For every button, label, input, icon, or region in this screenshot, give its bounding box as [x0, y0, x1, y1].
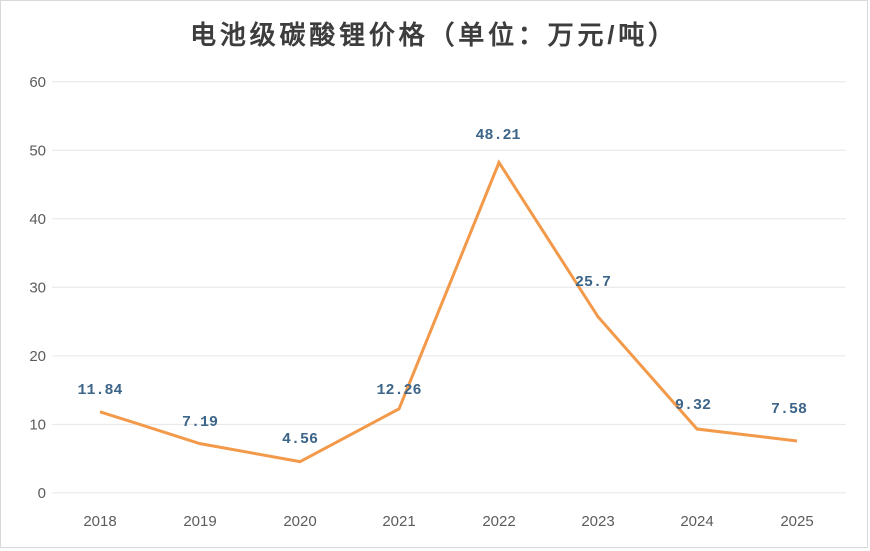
- svg-text:50: 50: [29, 143, 46, 160]
- svg-text:4.56: 4.56: [282, 431, 318, 448]
- svg-text:48.21: 48.21: [475, 127, 520, 144]
- svg-text:25.7: 25.7: [575, 274, 611, 291]
- svg-text:0: 0: [38, 485, 46, 502]
- svg-text:2023: 2023: [581, 513, 614, 530]
- svg-text:2020: 2020: [283, 513, 316, 530]
- svg-text:12.26: 12.26: [376, 382, 421, 399]
- svg-text:9.32: 9.32: [675, 397, 711, 414]
- svg-text:2021: 2021: [382, 513, 415, 530]
- svg-text:2022: 2022: [482, 513, 515, 530]
- svg-text:7.58: 7.58: [771, 401, 807, 418]
- svg-text:2025: 2025: [780, 513, 813, 530]
- svg-text:10: 10: [29, 417, 46, 434]
- svg-text:60: 60: [29, 74, 46, 91]
- svg-text:2019: 2019: [183, 513, 216, 530]
- svg-text:30: 30: [29, 280, 46, 297]
- svg-text:11.84: 11.84: [77, 382, 122, 399]
- svg-text:2018: 2018: [83, 513, 116, 530]
- svg-text:7.19: 7.19: [182, 414, 218, 431]
- svg-text:2024: 2024: [680, 513, 713, 530]
- svg-text:20: 20: [29, 348, 46, 365]
- svg-text:40: 40: [29, 211, 46, 228]
